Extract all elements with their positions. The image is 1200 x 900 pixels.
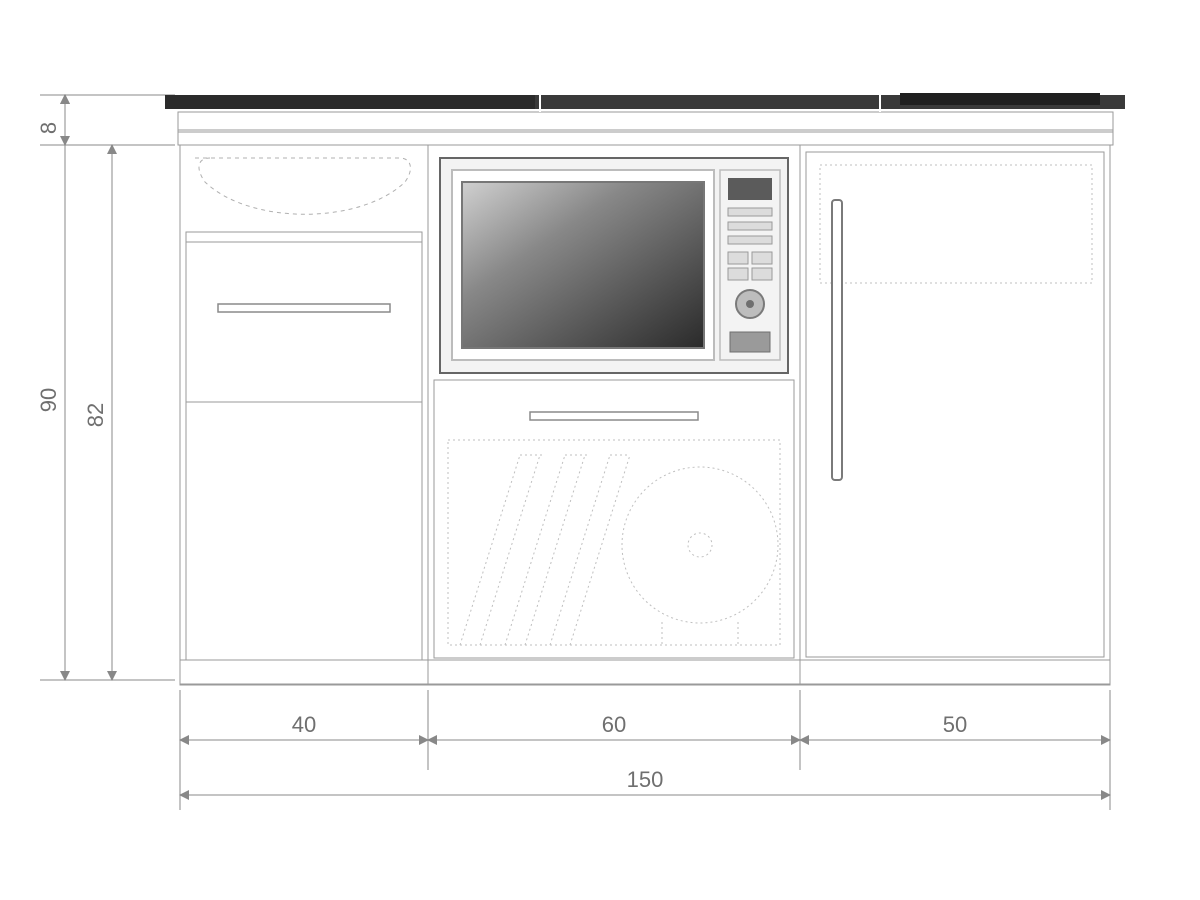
- dim-body-h: 82: [83, 145, 112, 680]
- dim-top-h: 8: [36, 95, 65, 145]
- dim-total-h: 90: [36, 95, 65, 680]
- col3-fridge: [806, 152, 1104, 657]
- dim-row-total: 150: [180, 767, 1110, 795]
- svg-text:90: 90: [36, 388, 61, 412]
- dishwasher: [434, 380, 794, 658]
- col2: [434, 158, 794, 658]
- dim-row-sections: 40 60 50: [180, 712, 1110, 740]
- microwave-oven: [440, 158, 788, 373]
- oven-button: [730, 332, 770, 352]
- oven-display: [728, 178, 772, 200]
- col1-drawers: [186, 158, 422, 660]
- dishwasher-handle: [530, 412, 698, 420]
- technical-drawing: 40 60 50 150 8 90 82: [0, 0, 1200, 900]
- fridge-handle: [832, 200, 842, 480]
- dim-col1: 40: [292, 712, 316, 737]
- drawer-handle: [218, 304, 390, 312]
- svg-text:8: 8: [36, 122, 61, 134]
- dim-col3: 50: [943, 712, 967, 737]
- dim-col2: 60: [602, 712, 626, 737]
- oven-glass: [462, 182, 704, 348]
- svg-text:82: 82: [83, 403, 108, 427]
- countertop: [165, 93, 1125, 145]
- dim-total-w: 150: [627, 767, 664, 792]
